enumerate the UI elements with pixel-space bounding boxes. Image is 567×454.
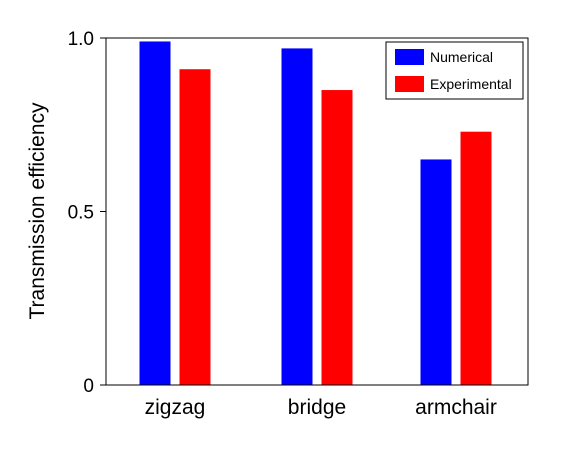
legend-label-experimental: Experimental <box>430 76 512 92</box>
legend-swatch-numerical <box>395 49 424 65</box>
bars-group <box>139 41 492 386</box>
y-axis-ticks: 0 0.5 1.0 <box>68 29 106 397</box>
y-axis-title: Transmission efficiency <box>26 102 49 320</box>
x-tick-label-armchair: armchair <box>415 396 497 419</box>
y-tick-label: 0 <box>83 376 94 397</box>
legend-label-numerical: Numerical <box>430 49 493 65</box>
legend-swatch-experimental <box>395 76 424 92</box>
x-tick-label-zigzag: zigzag <box>145 396 206 419</box>
bar-numerical-zigzag <box>139 41 171 385</box>
y-tick-label: 1.0 <box>68 29 94 50</box>
bar-experimental-zigzag <box>179 69 211 385</box>
bar-experimental-armchair <box>460 131 492 385</box>
legend: Numerical Experimental <box>385 41 524 100</box>
bar-numerical-armchair <box>420 159 452 385</box>
bar-numerical-bridge <box>281 48 313 385</box>
x-axis-ticks: zigzag bridge armchair <box>145 396 497 419</box>
bar-experimental-bridge <box>321 90 353 386</box>
y-tick-label: 0.5 <box>68 203 94 224</box>
x-tick-label-bridge: bridge <box>288 396 346 419</box>
